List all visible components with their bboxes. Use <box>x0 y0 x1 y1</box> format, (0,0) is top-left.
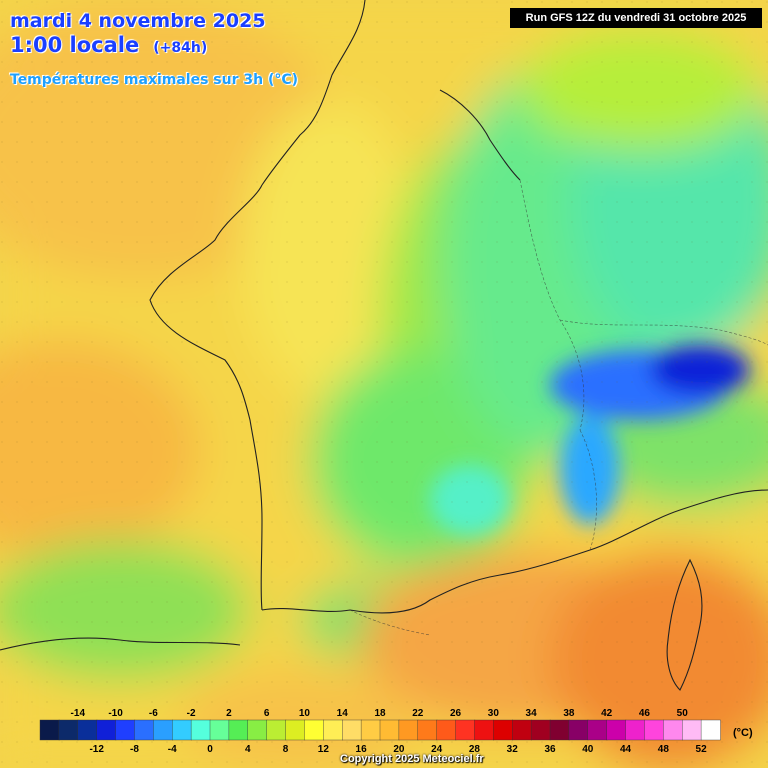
forecast-date: mardi 4 novembre 2025 <box>10 10 266 32</box>
legend-swatch <box>360 719 381 741</box>
legend-top-label: -10 <box>108 708 123 719</box>
legend-swatch <box>266 719 287 741</box>
legend-swatch <box>549 719 570 741</box>
coastlines <box>0 0 768 691</box>
legend-swatch <box>398 719 419 741</box>
legend-swatch <box>606 719 627 741</box>
legend-top-label: 46 <box>639 708 651 719</box>
legend-bottom-label: 48 <box>658 744 670 755</box>
legend-bottom-label: 40 <box>582 744 594 755</box>
legend-swatch <box>663 719 683 741</box>
legend-swatch <box>247 719 268 741</box>
legend-top-label: 2 <box>226 708 232 719</box>
legend-bottom-label: -4 <box>168 744 177 755</box>
legend-bottom-label: 4 <box>245 744 251 755</box>
run-info-badge: Run GFS 12Z du vendredi 31 octobre 2025 <box>510 8 762 28</box>
legend-bottom-label: -12 <box>89 744 104 755</box>
legend-top-label: 50 <box>677 708 689 719</box>
legend-swatch <box>512 719 532 741</box>
legend-swatch <box>493 719 513 741</box>
legend-bottom-label: 12 <box>318 744 330 755</box>
legend-swatch <box>77 719 98 741</box>
legend-swatch <box>134 719 155 741</box>
legend-swatch <box>568 719 589 741</box>
legend-top-label: 6 <box>264 708 270 719</box>
legend-swatch <box>172 719 192 741</box>
legend-top-label: 34 <box>526 708 538 719</box>
legend-swatch <box>474 719 495 741</box>
legend-bottom-label: -8 <box>130 744 139 755</box>
legend-unit: (°C) <box>733 727 753 739</box>
legend-top-label: 26 <box>450 708 462 719</box>
forecast-time-label: 1:00 locale <box>10 33 140 57</box>
legend-bottom-label: 0 <box>207 744 213 755</box>
legend-bottom-label: 28 <box>469 744 481 755</box>
legend-swatch <box>700 719 721 741</box>
legend-top-label: -2 <box>187 708 196 719</box>
legend-swatch <box>625 719 646 741</box>
legend-swatch <box>39 719 60 741</box>
legend-bottom-label: 24 <box>431 744 443 755</box>
legend-bottom-label: 36 <box>544 744 556 755</box>
legend-swatch <box>682 719 702 741</box>
legend-top-label: -6 <box>149 708 158 719</box>
legend-top-label: 14 <box>337 708 349 719</box>
legend-swatch <box>530 719 551 741</box>
legend-swatch <box>96 719 117 741</box>
legend-swatch <box>587 719 608 741</box>
legend-swatch <box>323 719 343 741</box>
legend-swatch <box>379 719 400 741</box>
legend-top-label: 30 <box>488 708 500 719</box>
legend-bottom-label: 16 <box>356 744 368 755</box>
legend-swatch <box>190 719 211 741</box>
legend-bottom-label: 8 <box>283 744 289 755</box>
legend-swatch <box>342 719 362 741</box>
legend-swatch <box>436 719 457 741</box>
legend-swatch <box>455 719 476 741</box>
legend-bottom-label: 44 <box>620 744 632 755</box>
legend-bottom-label: 20 <box>393 744 405 755</box>
forecast-time: 1:00 locale (+84h) <box>10 33 207 57</box>
legend-swatch <box>228 719 249 741</box>
legend-swatch <box>153 719 173 741</box>
legend-swatch <box>58 719 79 741</box>
legend-top-label: 22 <box>412 708 424 719</box>
legend-swatch <box>644 719 665 741</box>
legend-swatch <box>115 719 136 741</box>
legend-swatch <box>417 719 438 741</box>
legend-top-label: -14 <box>71 708 86 719</box>
legend-top-label: 18 <box>374 708 386 719</box>
legend-swatch <box>304 719 325 741</box>
legend-swatch <box>285 719 306 741</box>
borders <box>349 179 768 636</box>
legend-bottom-label: 52 <box>696 744 708 755</box>
copyright: Copyright 2025 Meteociel.fr <box>340 753 484 765</box>
forecast-lead: (+84h) <box>153 40 208 56</box>
legend-bottom-label: 32 <box>507 744 519 755</box>
legend-swatch <box>209 719 230 741</box>
variable-title: Températures maximales sur 3h (°C) <box>10 72 299 88</box>
legend-top-label: 38 <box>563 708 575 719</box>
legend-top-label: 10 <box>299 708 311 719</box>
color-legend: -14 -10 -6 -2 2 6 10 14 18 22 26 30 34 38 42 46 50-12 -8-… <box>39 708 721 755</box>
legend-top-label: 42 <box>601 708 613 719</box>
